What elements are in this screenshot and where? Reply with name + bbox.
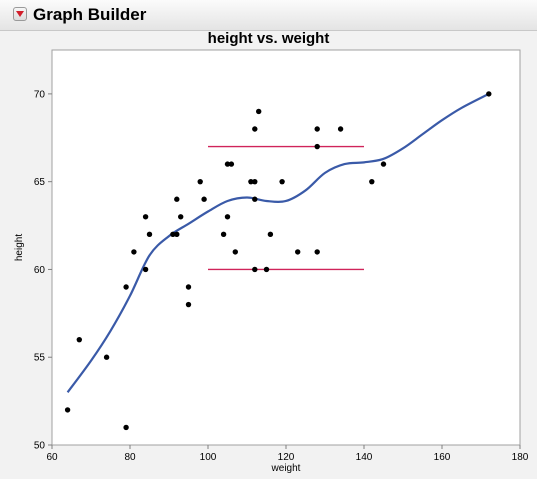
data-point bbox=[252, 196, 258, 202]
y-tick-label: 65 bbox=[34, 177, 46, 188]
x-tick-label: 80 bbox=[124, 452, 136, 463]
data-point bbox=[103, 354, 110, 360]
data-point bbox=[185, 301, 192, 308]
data-point bbox=[380, 161, 387, 167]
data-point bbox=[201, 196, 207, 202]
x-tick-label: 140 bbox=[356, 452, 373, 463]
collapse-toggle-button[interactable] bbox=[13, 7, 27, 21]
x-tick-label: 160 bbox=[434, 452, 451, 463]
panel-title: Graph Builder bbox=[33, 5, 147, 24]
data-point bbox=[178, 214, 184, 220]
data-point bbox=[123, 284, 129, 290]
data-point bbox=[185, 284, 192, 290]
data-point bbox=[170, 231, 176, 238]
x-axis-label: weight bbox=[271, 463, 301, 474]
data-point bbox=[248, 178, 254, 185]
data-point bbox=[174, 231, 180, 238]
data-point bbox=[252, 126, 258, 132]
panel-header: Graph Builder bbox=[0, 0, 537, 31]
data-point bbox=[64, 407, 71, 413]
data-point bbox=[295, 249, 301, 255]
y-tick-label: 55 bbox=[34, 353, 46, 364]
data-point bbox=[337, 126, 344, 132]
y-tick-label: 50 bbox=[34, 441, 46, 452]
data-point bbox=[252, 178, 258, 185]
smoother-line bbox=[66, 92, 490, 393]
chart-title: height vs. weight bbox=[207, 30, 330, 47]
y-tick-label: 60 bbox=[34, 265, 46, 276]
data-point bbox=[146, 231, 153, 238]
data-point bbox=[142, 266, 149, 273]
x-tick-label: 120 bbox=[278, 452, 295, 463]
data-point bbox=[314, 249, 320, 255]
data-point bbox=[224, 214, 231, 220]
data-point bbox=[197, 178, 203, 185]
x-tick-label: 180 bbox=[512, 452, 529, 463]
data-point bbox=[263, 266, 270, 273]
data-point bbox=[369, 178, 375, 185]
data-point bbox=[174, 196, 180, 202]
data-point bbox=[76, 336, 83, 343]
data-point bbox=[123, 424, 129, 431]
disclosure-triangle-icon bbox=[16, 11, 24, 17]
x-tick-label: 60 bbox=[46, 452, 58, 463]
data-point bbox=[232, 249, 238, 255]
data-point bbox=[486, 91, 492, 97]
y-tick-label: 70 bbox=[34, 89, 46, 100]
data-point bbox=[314, 126, 320, 132]
data-point bbox=[252, 266, 258, 273]
data-point bbox=[256, 108, 262, 115]
x-tick-label: 100 bbox=[200, 452, 217, 463]
data-point bbox=[267, 231, 274, 238]
data-point bbox=[314, 143, 320, 150]
y-axis-label: height bbox=[14, 234, 25, 261]
data-point bbox=[224, 161, 231, 167]
data-point bbox=[220, 231, 227, 238]
data-point bbox=[228, 161, 235, 167]
plot-area bbox=[51, 49, 521, 446]
data-point bbox=[131, 249, 137, 255]
data-point bbox=[142, 214, 149, 220]
data-point bbox=[279, 178, 285, 185]
